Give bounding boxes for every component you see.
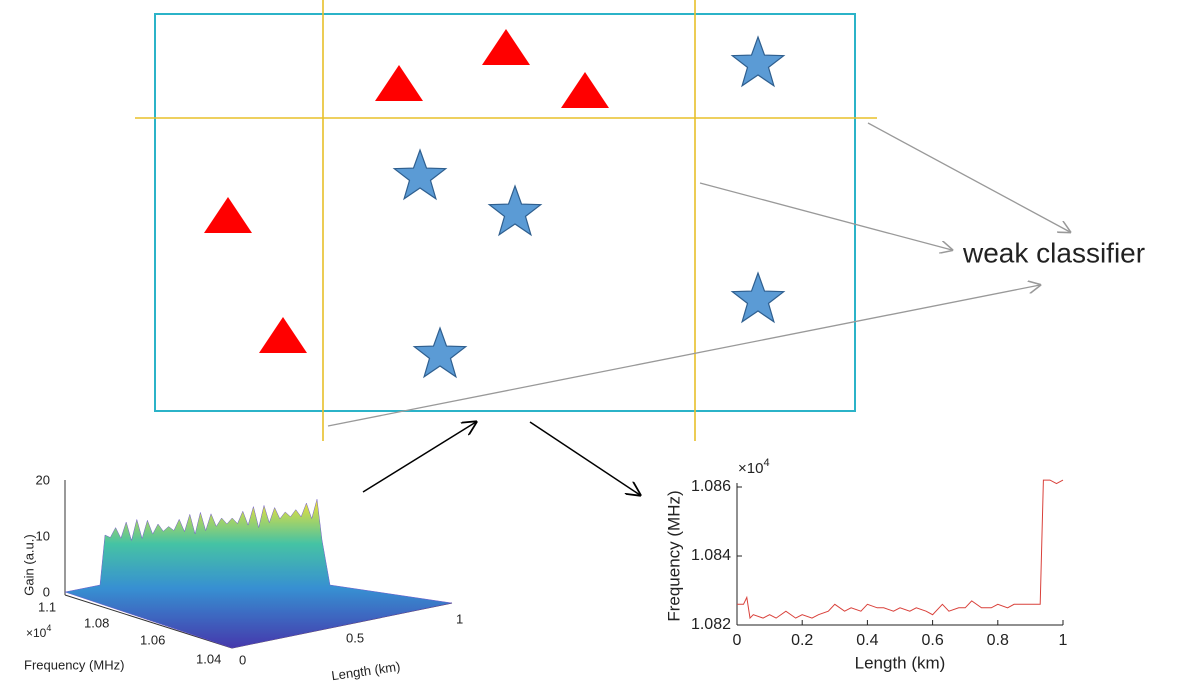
triangle <box>259 317 307 353</box>
tick-label: 10 <box>36 528 50 543</box>
stars <box>392 35 786 379</box>
triangles <box>204 29 609 353</box>
tick-label: 20 <box>36 472 50 487</box>
classifier-label: weak classifier <box>962 237 1145 268</box>
arrow <box>327 285 1040 427</box>
arrow <box>362 422 476 493</box>
surface-plot: 20 10 0 Gain (a.u.) 1.1 1.08 1.06 1.04 ×… <box>21 472 463 681</box>
x-tick-label: 0 <box>733 632 742 649</box>
y-tick-label: 1.084 <box>691 547 731 564</box>
triangle <box>204 197 252 233</box>
triangle <box>482 29 530 65</box>
arrows <box>327 122 1070 495</box>
x-tick-label: 0.8 <box>987 632 1009 649</box>
arrow <box>867 122 1070 232</box>
feature-space <box>135 0 877 441</box>
star <box>392 148 448 201</box>
triangle <box>561 72 609 108</box>
x-axis-label: Length (km) <box>855 653 946 672</box>
space-border <box>154 13 856 412</box>
x-tick-label: 1 <box>1059 632 1068 649</box>
multiplier: ×104 <box>738 457 770 477</box>
tick-label: 1 <box>456 611 463 626</box>
star <box>730 271 786 324</box>
x-tick-label: 0.2 <box>791 632 813 649</box>
x-tick-label: 0.4 <box>856 632 878 649</box>
axis-label: Length (km) <box>330 659 401 681</box>
star <box>487 184 543 237</box>
tick-label: 1.04 <box>196 651 221 666</box>
tick-label: 1.1 <box>38 599 56 614</box>
tick-label: 0 <box>43 584 50 599</box>
star <box>412 326 468 379</box>
y-tick-label: 1.086 <box>691 478 731 495</box>
tick-label: 1.08 <box>84 615 109 630</box>
tick-label: 1.06 <box>140 632 165 647</box>
y-tick-label: 1.082 <box>691 616 731 633</box>
x-tick-label: 0.6 <box>921 632 943 649</box>
line-chart: ×104 Frequency (MHz) Length (km) 1.082 1.… <box>664 457 1067 673</box>
data-line <box>737 479 1064 620</box>
star <box>730 35 786 88</box>
arrow <box>529 421 640 495</box>
triangle <box>375 65 423 101</box>
axis-label: Gain (a.u.) <box>21 534 36 595</box>
axis-label: Frequency (MHz) <box>24 657 124 672</box>
tick-label: 0 <box>239 652 246 667</box>
multiplier: ×104 <box>26 623 51 640</box>
y-axis-label: Frequency (MHz) <box>664 490 683 621</box>
arrow <box>699 182 952 250</box>
tick-label: 0.5 <box>346 630 364 645</box>
axis-line <box>64 594 233 649</box>
surface <box>64 499 453 649</box>
